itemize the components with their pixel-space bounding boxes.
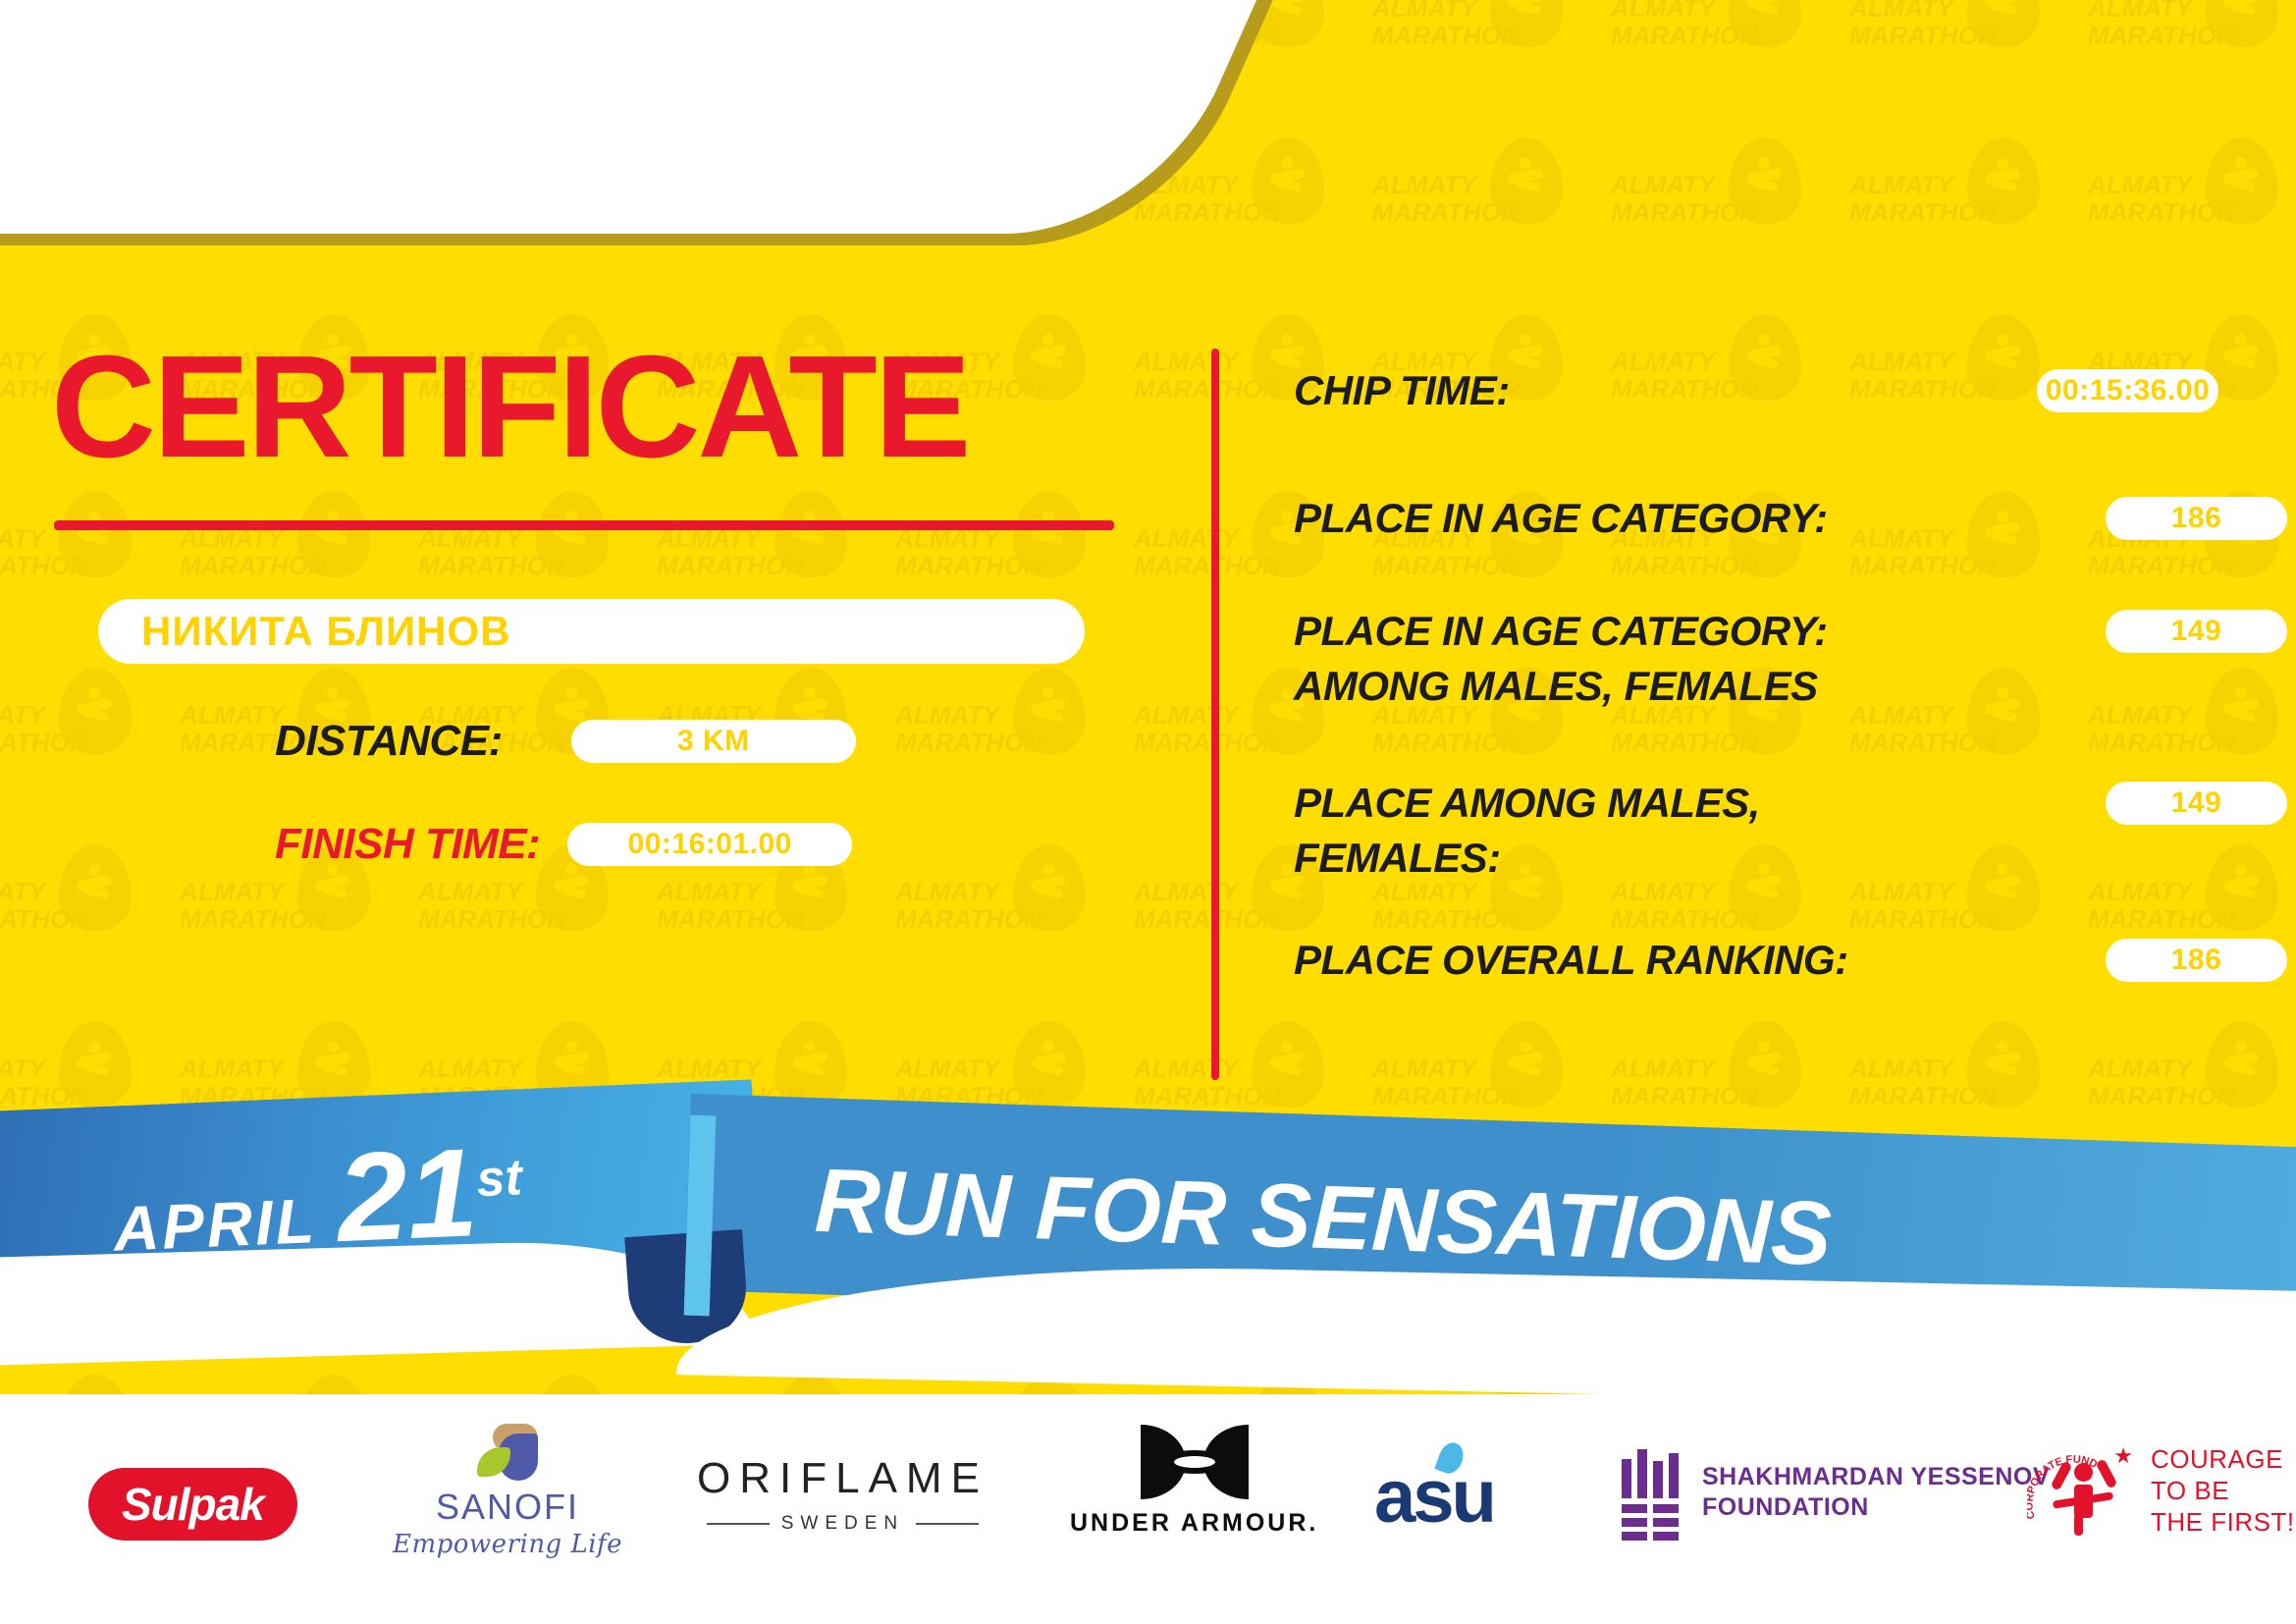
finish-time-value: 00:16:01.00 bbox=[567, 823, 853, 866]
sponsor-logo-under-armour: UNDER ARMOUR. bbox=[1070, 1422, 1318, 1540]
vertical-divider bbox=[1211, 349, 1219, 1080]
place-overall-ranking-row: PLACE OVERALL RANKING: 186 bbox=[1266, 933, 2287, 988]
place-age-category-label: PLACE IN AGE CATEGORY: bbox=[1294, 495, 1828, 541]
place-overall-ranking-value: 186 bbox=[2106, 939, 2287, 982]
certificate-title: CERTIFICATE bbox=[51, 326, 971, 488]
oriflame-sub: SWEDEN bbox=[706, 1513, 980, 1535]
event-day-suffix: st bbox=[475, 1149, 523, 1209]
place-age-category-value: 186 bbox=[2106, 497, 2287, 540]
oriflame-rule-right bbox=[916, 1523, 980, 1525]
place-age-category-gender-label: PLACE IN AGE CATEGORY: AMONG MALES, FEMA… bbox=[1266, 604, 2106, 714]
oriflame-rule-left bbox=[706, 1523, 770, 1525]
right-column: CHIP TIME: 00:15:36.00 PLACE IN AGE CATE… bbox=[1266, 363, 2287, 1090]
place-among-gender-value: 149 bbox=[2106, 782, 2287, 825]
courage-line-3: THE FIRST! bbox=[2151, 1507, 2295, 1537]
distance-row: DISTANCE: 3 KM bbox=[275, 717, 856, 766]
event-month: APRIL bbox=[112, 1185, 319, 1265]
label-line-2: AMONG MALES, FEMALES bbox=[1294, 663, 1818, 709]
yessenov-bars-icon bbox=[1620, 1447, 1682, 1541]
chip-time-value: 00:15:36.00 bbox=[2037, 369, 2218, 412]
yessenov-wordmark: SHAKHMARDAN YESSENOV FOUNDATION bbox=[1702, 1462, 2050, 1523]
label-line-1: PLACE AMONG MALES, bbox=[1294, 780, 1760, 826]
place-among-gender-label: PLACE AMONG MALES, FEMALES: bbox=[1266, 776, 2106, 886]
sulpak-wordmark: Sulpak bbox=[88, 1468, 297, 1541]
asu-wrap: asu bbox=[1374, 1438, 1497, 1540]
participant-name-value: НИКИТА БЛИНОВ bbox=[141, 608, 511, 654]
courage-fund-icon: CORPORATE FUND ★ bbox=[2027, 1441, 2135, 1540]
sponsor-logo-asu: asu bbox=[1374, 1437, 1497, 1555]
title-underline-rule bbox=[54, 520, 1114, 530]
header-white-left-fill bbox=[0, 0, 687, 234]
star-icon: ★ bbox=[2113, 1443, 2133, 1468]
sponsor-logo-yessenov: SHAKHMARDAN YESSENOV FOUNDATION bbox=[1620, 1434, 2050, 1551]
distance-value: 3 KM bbox=[570, 720, 856, 763]
courage-line-1: COURAGE bbox=[2151, 1444, 2283, 1474]
place-among-gender-row: PLACE AMONG MALES, FEMALES: 149 bbox=[1266, 776, 2287, 886]
left-column: CERTIFICATE НИКИТА БЛИНОВ DISTANCE: 3 KM… bbox=[0, 324, 1158, 1100]
oriflame-wordmark: ORIFLAME bbox=[697, 1454, 988, 1502]
yessenov-line-1: SHAKHMARDAN YESSENOV bbox=[1702, 1463, 2051, 1490]
participant-name-field: НИКИТА БЛИНОВ bbox=[98, 599, 1085, 664]
label-line-1: PLACE IN AGE CATEGORY: bbox=[1294, 608, 1828, 654]
sponsor-logo-oriflame: ORIFLAME SWEDEN bbox=[697, 1435, 988, 1553]
yessenov-line-2: FOUNDATION bbox=[1702, 1493, 1869, 1521]
sanofi-wordmark: SANOFI bbox=[436, 1487, 580, 1527]
chip-time-row: CHIP TIME: 00:15:36.00 bbox=[1266, 363, 2287, 418]
place-overall-ranking-label: PLACE OVERALL RANKING: bbox=[1294, 937, 1848, 983]
event-ribbon: APRIL 21 st RUN FOR SENSATIONS bbox=[0, 1060, 2296, 1410]
chip-time-label: CHIP TIME: bbox=[1294, 367, 1510, 413]
distance-label: DISTANCE: bbox=[275, 717, 503, 765]
sponsor-logo-sulpak: Sulpak bbox=[88, 1445, 297, 1563]
finish-time-label: FINISH TIME: bbox=[275, 820, 541, 868]
under-armour-wordmark: UNDER ARMOUR. bbox=[1070, 1508, 1319, 1537]
courage-fund-wordmark: COURAGE TO BE THE FIRST! bbox=[2151, 1443, 2295, 1538]
event-day: 21 bbox=[334, 1122, 481, 1270]
sanofi-tagline: Empowering Life bbox=[393, 1530, 623, 1559]
place-age-category-gender-value: 149 bbox=[2106, 610, 2287, 653]
header-panel bbox=[0, 0, 2296, 304]
label-line-2: FEMALES: bbox=[1294, 835, 1501, 881]
sponsor-bar: Sulpak SANOFI Empowering Life ORIFLAME S… bbox=[0, 1394, 2296, 1624]
event-date: APRIL 21 st bbox=[111, 1122, 525, 1270]
courage-figure-icon bbox=[2050, 1457, 2118, 1536]
oriflame-tagline: SWEDEN bbox=[780, 1513, 905, 1534]
under-armour-icon bbox=[1140, 1424, 1249, 1499]
courage-line-2: TO BE bbox=[2151, 1476, 2230, 1505]
place-age-category-gender-row: PLACE IN AGE CATEGORY: AMONG MALES, FEMA… bbox=[1266, 604, 2287, 714]
place-age-category-row: PLACE IN AGE CATEGORY: 186 bbox=[1266, 491, 2287, 546]
sponsor-logo-sanofi: SANOFI Empowering Life bbox=[393, 1418, 622, 1565]
sponsor-logo-courage-fund: CORPORATE FUND ★ COURAGE TO BE THE FIRST… bbox=[2027, 1432, 2295, 1549]
finish-time-row: FINISH TIME: 00:16:01.00 bbox=[275, 820, 853, 869]
sanofi-leaf-icon bbox=[471, 1424, 544, 1483]
